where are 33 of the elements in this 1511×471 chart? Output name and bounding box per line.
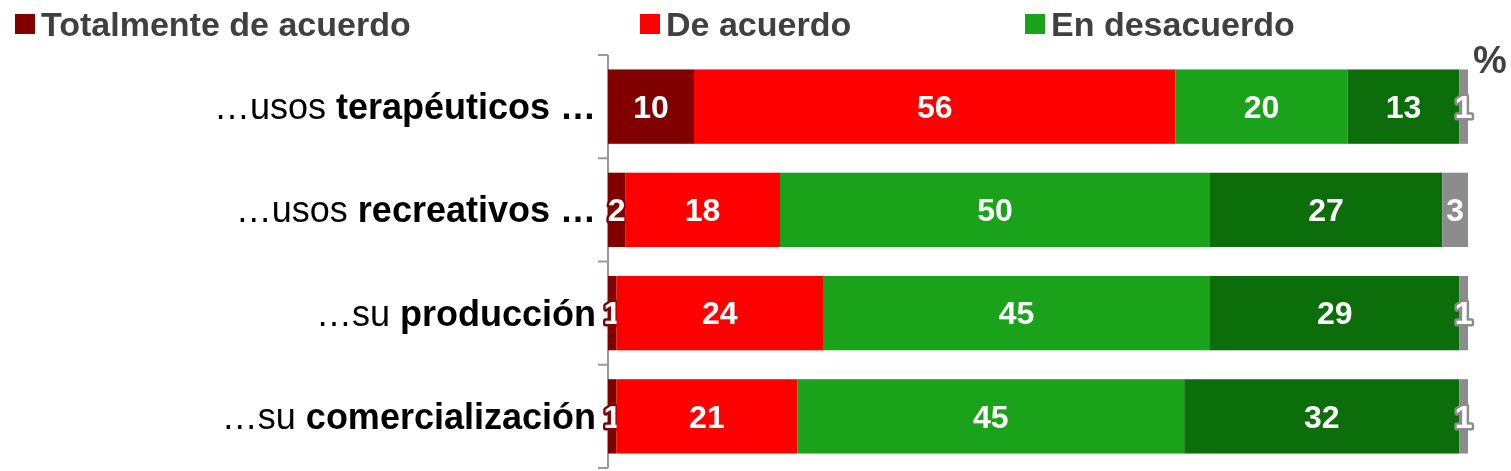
data-label: 20: [1243, 88, 1280, 125]
data-label: 29: [1316, 295, 1353, 332]
bar: [1175, 69, 1348, 144]
data-label: 50: [977, 192, 1013, 229]
data-label: 45: [998, 295, 1035, 332]
bar: [823, 275, 1210, 351]
bar: [797, 379, 1185, 454]
bar: [780, 172, 1210, 248]
y-tick-label: …su producción: [315, 292, 596, 334]
bar: [608, 69, 694, 144]
data-label: 10: [633, 88, 669, 125]
data-label: 18: [684, 192, 721, 229]
data-label: 21: [689, 398, 725, 435]
text: %: [1473, 39, 1507, 82]
legend-label: Totalmente de acuerdo: [41, 4, 411, 43]
legend-label: En desacuerdo: [1051, 4, 1295, 43]
data-label: 13: [1385, 88, 1422, 125]
data-label: 32: [1304, 398, 1340, 435]
bar: [616, 379, 798, 454]
bar: [694, 69, 1176, 144]
data-label: 56: [917, 88, 953, 125]
legend-label: De acuerdo: [666, 4, 852, 43]
bar: [625, 172, 780, 248]
y-tick-label: …usos terapéuticos …: [213, 86, 596, 128]
data-label: 45: [972, 398, 1009, 435]
data-label: 27: [1308, 192, 1344, 229]
y-tick-label: …su comercialización: [221, 395, 596, 437]
data-label: 2: [607, 192, 626, 229]
bar: [1210, 172, 1443, 248]
bar: [616, 275, 823, 351]
y-tick-label: …usos recreativos …: [235, 189, 596, 231]
data-label: 3: [1446, 192, 1464, 229]
data-label: 24: [702, 295, 738, 332]
